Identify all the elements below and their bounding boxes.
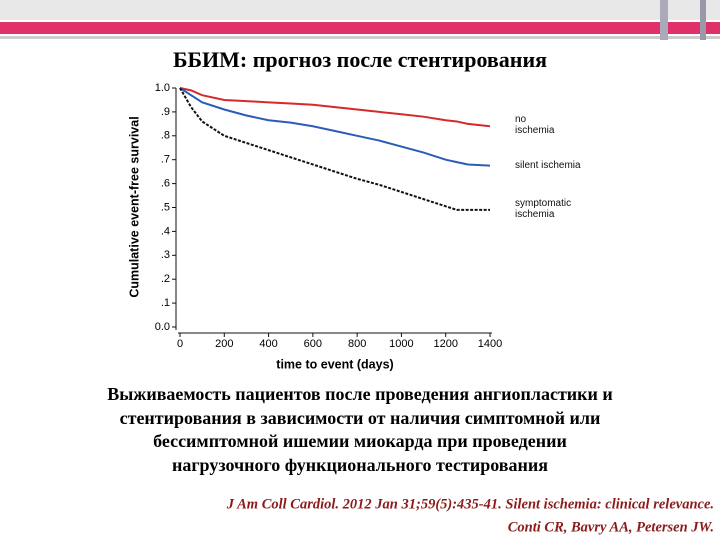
x-tick-label: 400 bbox=[259, 338, 277, 350]
survival-curve bbox=[179, 87, 490, 211]
x-tick-label: 1000 bbox=[389, 338, 413, 350]
x-axis-title: time to event (days) bbox=[276, 357, 393, 371]
y-tick-label: 1.0 bbox=[155, 82, 170, 94]
survival-curve bbox=[179, 87, 491, 128]
deco-bar bbox=[700, 0, 706, 40]
y-axis-title: Cumulative event-free survival bbox=[127, 116, 141, 297]
caption-line: нагрузочного функционального тестировани… bbox=[172, 455, 548, 475]
y-tick-label: .2 bbox=[161, 273, 170, 285]
legend-label: silent ischemia bbox=[515, 159, 581, 171]
deco-bar bbox=[660, 0, 668, 40]
y-tick-label: .9 bbox=[161, 106, 170, 118]
x-tick-label: 200 bbox=[215, 338, 233, 350]
x-tick-label: 1400 bbox=[478, 338, 502, 350]
slide-title: ББИМ: прогноз после стентирования bbox=[173, 47, 547, 72]
y-tick-label: .1 bbox=[161, 297, 170, 309]
y-tick-label: .7 bbox=[161, 154, 170, 166]
x-tick-label: 1200 bbox=[433, 338, 457, 350]
x-tick-label: 0 bbox=[177, 338, 183, 350]
y-tick-label: .3 bbox=[161, 249, 170, 261]
x-tick-label: 800 bbox=[348, 338, 366, 350]
top-band bbox=[0, 0, 720, 20]
legend-label: symptomatic ischemia bbox=[515, 197, 572, 220]
legend-label: no ischemia bbox=[515, 114, 555, 137]
citation: J Am Coll Cardiol. 2012 Jan 31;59(5):435… bbox=[226, 496, 714, 512]
y-tick-label: 0.0 bbox=[155, 321, 170, 333]
caption-line: Выживаемость пациентов после проведения … bbox=[107, 384, 613, 404]
y-tick-label: .4 bbox=[161, 225, 170, 237]
top-stripe bbox=[0, 22, 720, 34]
x-tick-label: 600 bbox=[304, 338, 322, 350]
citation: Conti CR, Bavry AA, Petersen JW. bbox=[508, 519, 714, 535]
y-tick-label: .6 bbox=[161, 178, 170, 190]
y-tick-label: .5 bbox=[161, 201, 170, 213]
caption-line: стентирования в зависимости от наличия с… bbox=[120, 408, 601, 428]
y-tick-label: .8 bbox=[161, 130, 170, 142]
survival-curve bbox=[179, 87, 491, 167]
top-line bbox=[0, 36, 720, 39]
caption-line: бессимптомной ишемии миокарда при провед… bbox=[153, 431, 567, 451]
